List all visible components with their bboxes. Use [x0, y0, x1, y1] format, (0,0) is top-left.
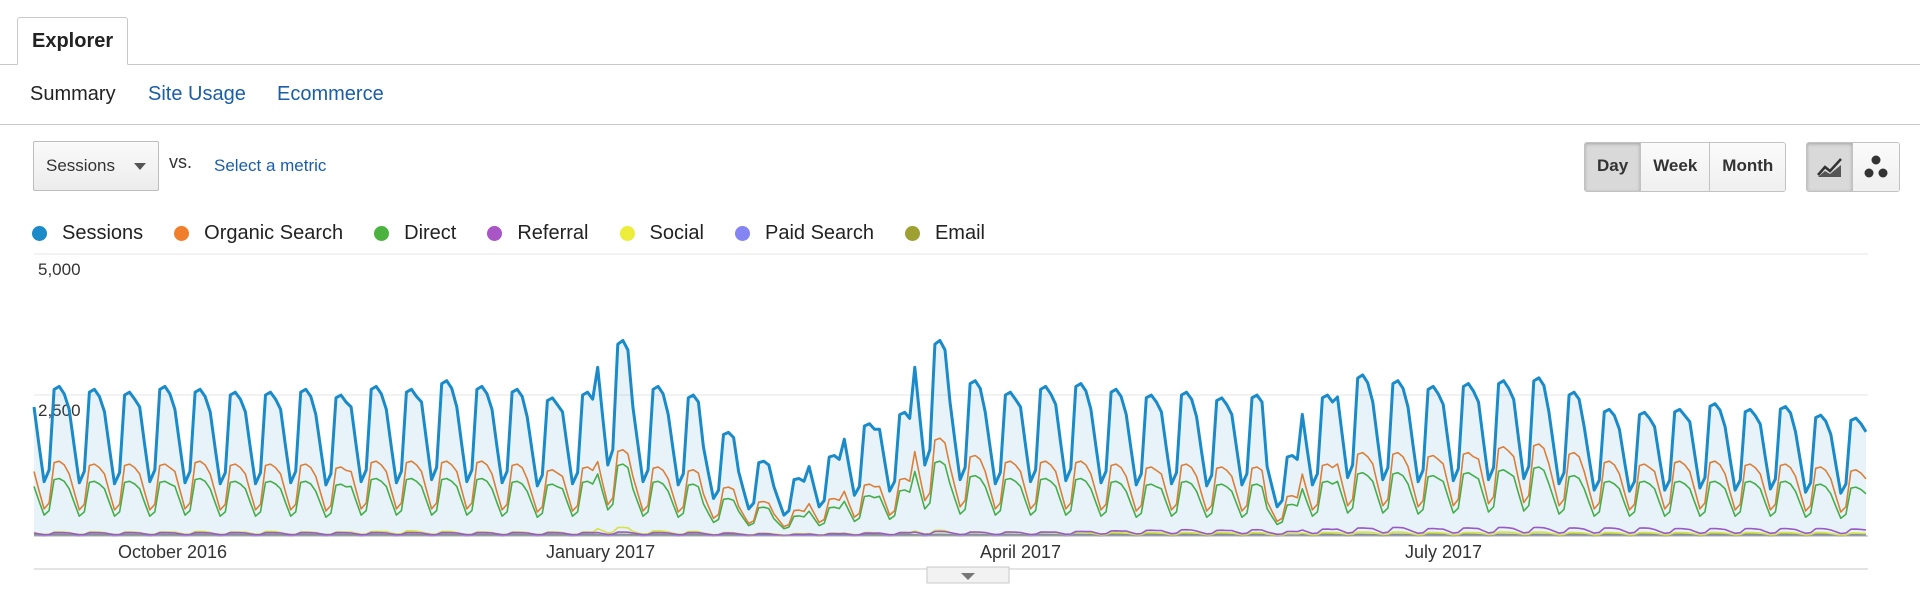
legend-dot-icon — [32, 225, 47, 241]
x-tick-label: January 2017 — [546, 542, 655, 562]
legend-label: Email — [934, 221, 985, 244]
primary-metric-select[interactable]: Sessions — [33, 141, 159, 191]
subtab-summary[interactable]: Summary — [30, 83, 116, 105]
month-button[interactable]: Month — [1710, 143, 1786, 191]
tab-explorer[interactable]: Explorer — [17, 17, 129, 65]
legend-label: Referral — [517, 221, 589, 244]
legend-item[interactable]: Organic Search — [174, 222, 343, 245]
chevron-down-icon — [961, 573, 975, 580]
motion-chart-icon — [1864, 155, 1888, 178]
explorer-subtabs: Summary Site Usage Ecommerce — [0, 64, 1920, 125]
legend-label: Direct — [404, 221, 457, 244]
x-tick-label: April 2017 — [980, 542, 1061, 562]
series-area — [34, 340, 1866, 536]
legend-dot-icon — [174, 225, 190, 241]
day-button[interactable]: Day — [1585, 143, 1642, 191]
series-line-direct[interactable] — [33, 460, 1867, 530]
granularity-toggle: Day Week Month — [1584, 142, 1787, 192]
week-button[interactable]: Week — [1641, 143, 1711, 191]
x-tick-label: October 2016 — [118, 542, 227, 562]
series-line-organic-search[interactable] — [33, 437, 1867, 528]
sessions-line-chart: 5,000 2,500 October 2016 January 2017 Ap… — [32, 253, 1868, 584]
legend-dot-icon — [734, 225, 750, 241]
legend-dot-icon — [904, 225, 920, 241]
vs-label: vs. — [169, 152, 193, 172]
legend-label: Social — [649, 221, 704, 244]
legend-dot-icon — [619, 225, 635, 241]
series-line-referral[interactable] — [33, 526, 1867, 537]
subtab-site-usage[interactable]: Site Usage — [148, 83, 246, 105]
primary-metric-value: Sessions — [46, 156, 115, 175]
legend-label: Paid Search — [764, 221, 874, 244]
chart-expand-handle[interactable] — [926, 566, 1010, 584]
y-tick-label: 5,000 — [38, 260, 81, 279]
line-chart-icon — [1816, 158, 1842, 177]
subtab-ecommerce[interactable]: Ecommerce — [277, 83, 384, 105]
legend-item[interactable]: Email — [904, 221, 985, 245]
motion-chart-button[interactable] — [1853, 143, 1899, 191]
x-tick-label: July 2017 — [1405, 542, 1482, 562]
select-metric-link[interactable]: Select a metric — [214, 156, 327, 175]
primary-tabstrip: Explorer — [0, 0, 1920, 65]
legend-item[interactable]: Social — [619, 221, 704, 245]
legend-item[interactable]: Referral — [487, 221, 589, 245]
chart-type-toggle — [1806, 142, 1900, 192]
legend-label: Organic Search — [204, 221, 344, 244]
legend-item[interactable]: Direct — [374, 222, 456, 245]
legend-dot-icon — [487, 225, 503, 241]
chart-legend: Sessions Organic Search Direct Referral Soci… — [32, 220, 1016, 246]
line-chart-button[interactable] — [1807, 143, 1853, 191]
series-layer — [32, 338, 1868, 537]
legend-item[interactable]: Sessions — [32, 222, 143, 245]
chevron-down-icon — [134, 163, 146, 170]
series-line-sessions[interactable] — [32, 338, 1868, 517]
legend-dot-icon — [374, 225, 390, 241]
legend-item[interactable]: Paid Search — [734, 221, 874, 245]
legend-label: Sessions — [62, 221, 144, 244]
